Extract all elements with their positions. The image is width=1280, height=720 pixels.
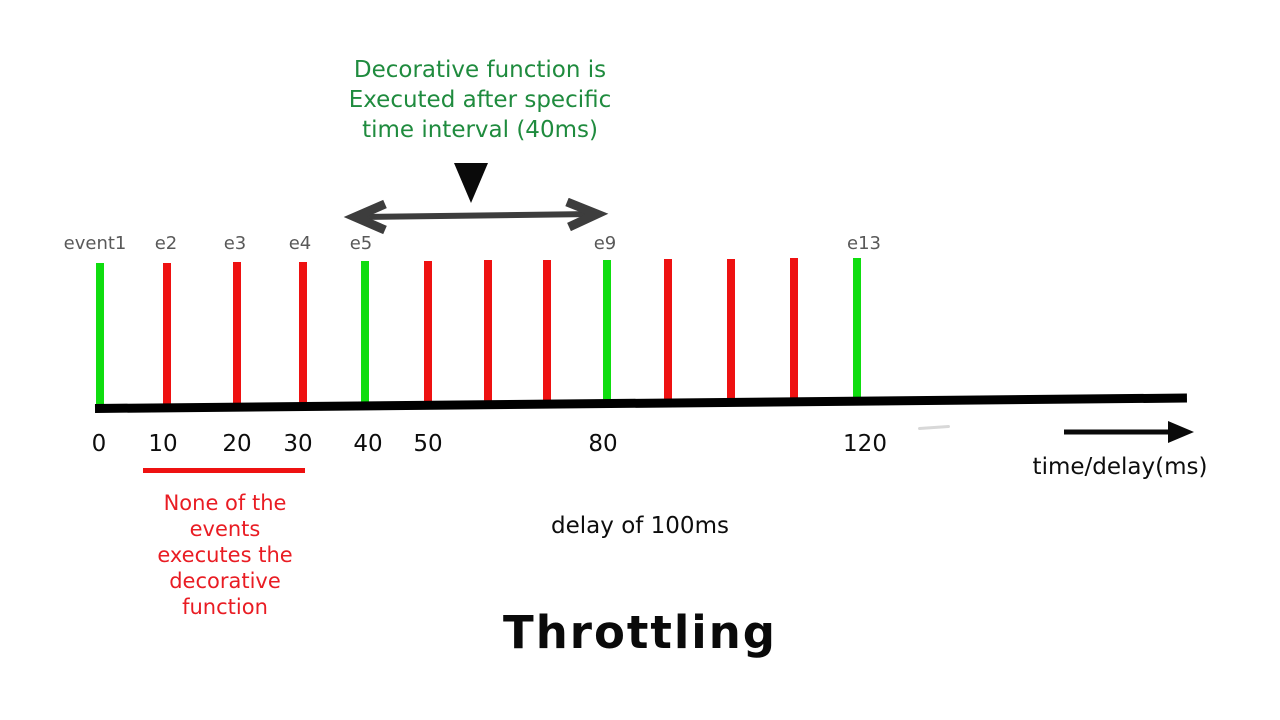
no-execution-note: None of the events executes the decorati… [125,490,325,620]
event-label: event1 [63,233,127,254]
event-bar [853,258,861,403]
time-axis-label: time/delay(ms) [1032,454,1208,480]
red-note-line-2: events [189,517,261,541]
axis-tick-label: 50 [413,431,443,457]
green-note-line-2: Executed after specific [348,87,612,113]
event-bar [790,258,798,404]
event-label: e3 [223,233,247,254]
axis-tick-label: 0 [91,431,107,457]
page-title: Throttling [503,606,777,659]
stray-pen-mark [917,424,951,431]
interval-double-arrow-icon [343,198,609,235]
event-bar [96,263,104,411]
time-axis-arrow-icon [1064,421,1194,443]
timeline-axis [94,393,1187,413]
axis-tick-label: 120 [843,431,887,457]
red-note-line-5: function [182,595,268,619]
event-bar [163,262,171,410]
green-note-line-1: Decorative function is [353,57,607,83]
green-note-line-3: time interval (40ms) [362,117,598,143]
no-execution-underline [143,468,305,473]
event-label: e2 [154,233,178,254]
axis-tick-label: 80 [588,431,618,457]
red-note-line-3: executes the [157,543,293,567]
event-label: e5 [349,233,373,254]
event-bar [664,259,672,405]
decorative-function-note: Decorative function is Executed after sp… [280,55,680,145]
axis-tick-label: 20 [222,431,252,457]
red-note-line-4: decorative [169,569,281,593]
event-bar [424,260,432,408]
event-bar [299,261,307,409]
red-note-line-1: None of the [163,491,287,515]
event-bar [543,260,551,406]
axis-tick-label: 30 [283,431,313,457]
event-bar [361,261,369,408]
delay-label: delay of 100ms [551,513,729,539]
event-bar [233,262,241,410]
axis-tick-label: 40 [353,431,383,457]
event-label: e9 [593,233,617,254]
event-bar [603,259,611,406]
event-label: e4 [288,233,312,254]
event-bar [484,260,492,407]
axis-tick-label: 10 [148,431,178,457]
event-bar [727,258,735,405]
pointer-triangle-icon [454,163,488,203]
event-label: e13 [847,233,881,254]
